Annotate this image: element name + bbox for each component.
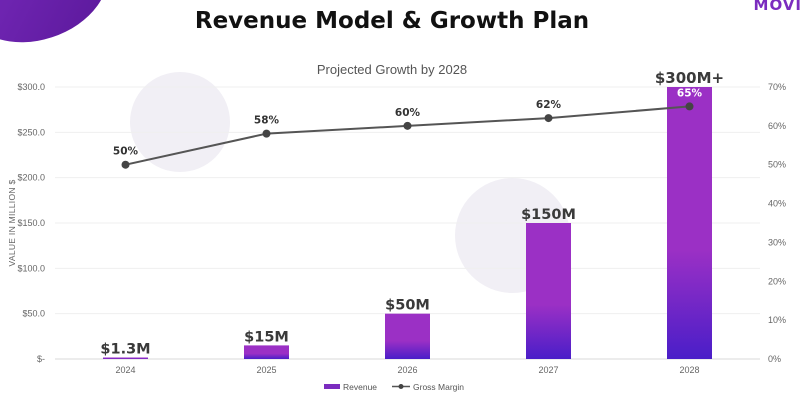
revenue-data-label: $300M+: [655, 69, 724, 87]
y2-tick-label: 40%: [768, 199, 786, 209]
legend-revenue-swatch: [324, 384, 340, 389]
y-axis-label: VALUE IN MILLION $: [7, 180, 17, 267]
revenue-data-label: $50M: [385, 298, 430, 314]
y-tick-label: $50.0: [22, 309, 45, 319]
y2-tick-label: 0%: [768, 354, 781, 364]
y2-tick-label: 10%: [768, 315, 786, 325]
revenue-bar: [385, 313, 430, 359]
x-tick-label: 2027: [538, 365, 558, 375]
y-tick-label: $300.0: [17, 82, 45, 92]
x-tick-label: 2028: [679, 365, 699, 375]
decorative-circle: [130, 72, 230, 172]
gross-margin-label: 60%: [395, 107, 421, 119]
legend-gross-margin-marker: [398, 384, 404, 389]
y2-tick-label: 60%: [768, 121, 786, 131]
y-tick-label: $200.0: [17, 173, 45, 183]
gross-margin-point: [121, 160, 130, 169]
x-tick-label: 2024: [115, 365, 135, 375]
revenue-bar: [244, 345, 289, 359]
gross-margin-point: [262, 129, 271, 138]
revenue-data-label: $150M: [521, 207, 576, 223]
brand-logo: MOVI: [753, 0, 802, 14]
y-tick-label: $150.0: [17, 218, 45, 228]
gross-margin-point: [685, 102, 694, 111]
y-tick-label: $100.0: [17, 263, 45, 273]
gross-margin-point: [544, 114, 553, 123]
y2-tick-label: 30%: [768, 237, 786, 247]
y2-tick-label: 50%: [768, 160, 786, 170]
gross-margin-label: 62%: [536, 99, 562, 111]
revenue-bar: [103, 357, 148, 359]
y-tick-label: $250.0: [17, 127, 45, 137]
gross-margin-label: 58%: [254, 115, 280, 127]
legend-gross-margin: Gross Margin: [413, 382, 464, 392]
revenue-data-label: $15M: [244, 329, 289, 345]
gross-margin-label: 50%: [113, 146, 139, 158]
revenue-data-label: $1.3M: [100, 342, 150, 358]
gross-margin-point: [403, 121, 412, 130]
revenue-bar: [526, 223, 571, 359]
y2-tick-label: 20%: [768, 276, 786, 286]
legend-revenue: Revenue: [343, 382, 377, 392]
x-tick-label: 2026: [397, 365, 417, 375]
x-tick-label: 2025: [256, 365, 276, 375]
y-tick-label: $-: [37, 354, 45, 364]
chart-subtitle: Projected Growth by 2028: [317, 62, 467, 77]
gross-margin-label: 65%: [677, 87, 703, 99]
revenue-bar: [667, 87, 712, 359]
page-title: Revenue Model & Growth Plan: [194, 8, 590, 34]
y2-tick-label: 70%: [768, 82, 786, 92]
